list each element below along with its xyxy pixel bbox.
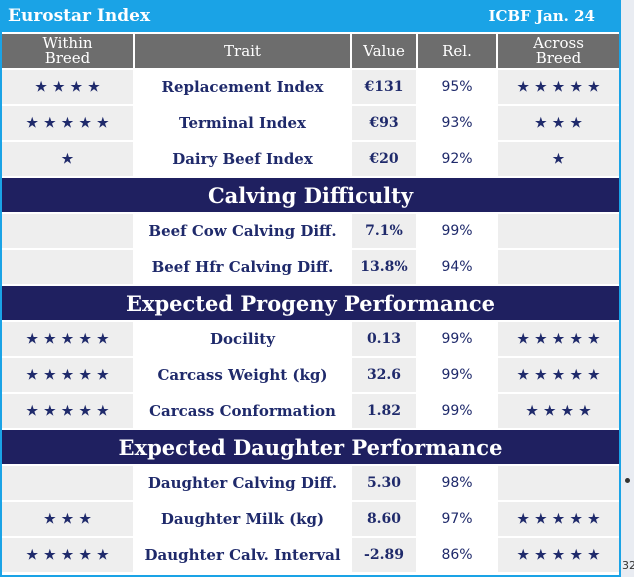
within-breed-stars: ★ bbox=[2, 142, 133, 176]
within-breed-stars bbox=[2, 214, 133, 248]
trait-name: Daughter Calving Diff. bbox=[135, 466, 350, 500]
header-value: Value bbox=[352, 34, 416, 68]
table-row: ★★★★★ Carcass Conformation 1.82 99% ★★★★ bbox=[2, 394, 619, 428]
trait-value: 7.1% bbox=[352, 214, 416, 248]
reliability: 94% bbox=[418, 250, 496, 284]
across-breed-stars: ★★★★ bbox=[498, 394, 619, 428]
trait-name: Beef Cow Calving Diff. bbox=[135, 214, 350, 248]
across-breed-stars: ★ bbox=[498, 142, 619, 176]
source-date: ICBF Jan. 24 bbox=[488, 7, 595, 25]
title-bar: Eurostar Index ICBF Jan. 24 bbox=[2, 2, 619, 32]
across-breed-stars bbox=[498, 250, 619, 284]
across-breed-stars: ★★★★★ bbox=[498, 502, 619, 536]
trait-name: Replacement Index bbox=[135, 70, 350, 104]
table-row: ★★★★★ Daughter Calv. Interval -2.89 86% ★★★★… bbox=[2, 538, 619, 572]
trait-value: €20 bbox=[352, 142, 416, 176]
within-breed-stars: ★★★ bbox=[2, 502, 133, 536]
header-within-breed: Within Breed bbox=[2, 34, 133, 68]
trait-value: €131 bbox=[352, 70, 416, 104]
trait-value: €93 bbox=[352, 106, 416, 140]
trait-value: -2.89 bbox=[352, 538, 416, 572]
across-breed-stars: ★★★★★ bbox=[498, 538, 619, 572]
trait-value: 13.8% bbox=[352, 250, 416, 284]
within-breed-stars bbox=[2, 466, 133, 500]
table-row: ★★★★★ Terminal Index €93 93% ★★★ bbox=[2, 106, 619, 140]
edge-dot bbox=[625, 478, 630, 483]
header-across-breed: Across Breed bbox=[498, 34, 619, 68]
trait-value: 1.82 bbox=[352, 394, 416, 428]
trait-name: Carcass Weight (kg) bbox=[135, 358, 350, 392]
reliability: 86% bbox=[418, 538, 496, 572]
table-row: Daughter Calving Diff. 5.30 98% bbox=[2, 466, 619, 500]
within-breed-stars: ★★★★ bbox=[2, 70, 133, 104]
within-breed-stars: ★★★★★ bbox=[2, 106, 133, 140]
trait-value: 5.30 bbox=[352, 466, 416, 500]
within-breed-stars: ★★★★★ bbox=[2, 394, 133, 428]
trait-value: 8.60 bbox=[352, 502, 416, 536]
edge-text: 32 bbox=[622, 559, 634, 572]
reliability: 97% bbox=[418, 502, 496, 536]
across-breed-stars: ★★★★★ bbox=[498, 322, 619, 356]
trait-name: Dairy Beef Index bbox=[135, 142, 350, 176]
trait-name: Terminal Index bbox=[135, 106, 350, 140]
across-breed-stars: ★★★★★ bbox=[498, 358, 619, 392]
column-header-row: Within Breed Trait Value Rel. Across Bre… bbox=[2, 34, 619, 68]
reliability: 95% bbox=[418, 70, 496, 104]
reliability: 99% bbox=[418, 322, 496, 356]
table-row: ★ Dairy Beef Index €20 92% ★ bbox=[2, 142, 619, 176]
table-row: Beef Cow Calving Diff. 7.1% 99% bbox=[2, 214, 619, 248]
reliability: 99% bbox=[418, 214, 496, 248]
table-row: Beef Hfr Calving Diff. 13.8% 94% bbox=[2, 250, 619, 284]
reliability: 99% bbox=[418, 358, 496, 392]
header-trait: Trait bbox=[135, 34, 350, 68]
section-heading: Expected Progeny Performance bbox=[2, 286, 619, 320]
trait-name: Carcass Conformation bbox=[135, 394, 350, 428]
within-breed-stars: ★★★★★ bbox=[2, 358, 133, 392]
across-breed-stars bbox=[498, 466, 619, 500]
table-row: ★★★★★ Docility 0.13 99% ★★★★★ bbox=[2, 322, 619, 356]
across-breed-stars bbox=[498, 214, 619, 248]
table-row: ★★★★ Replacement Index €131 95% ★★★★★ bbox=[2, 70, 619, 104]
trait-value: 0.13 bbox=[352, 322, 416, 356]
within-breed-stars: ★★★★★ bbox=[2, 322, 133, 356]
table-row: ★★★ Daughter Milk (kg) 8.60 97% ★★★★★ bbox=[2, 502, 619, 536]
within-breed-stars bbox=[2, 250, 133, 284]
reliability: 93% bbox=[418, 106, 496, 140]
reliability: 99% bbox=[418, 394, 496, 428]
section-heading: Calving Difficulty bbox=[2, 178, 619, 212]
reliability: 98% bbox=[418, 466, 496, 500]
eurostar-index-card: Eurostar Index ICBF Jan. 24 Within Breed… bbox=[0, 0, 621, 577]
across-breed-stars: ★★★ bbox=[498, 106, 619, 140]
trait-name: Daughter Calv. Interval bbox=[135, 538, 350, 572]
header-rel: Rel. bbox=[418, 34, 496, 68]
section-heading: Expected Daughter Performance bbox=[2, 430, 619, 464]
within-breed-stars: ★★★★★ bbox=[2, 538, 133, 572]
trait-value: 32.6 bbox=[352, 358, 416, 392]
trait-name: Daughter Milk (kg) bbox=[135, 502, 350, 536]
trait-name: Beef Hfr Calving Diff. bbox=[135, 250, 350, 284]
table-row: ★★★★★ Carcass Weight (kg) 32.6 99% ★★★★★ bbox=[2, 358, 619, 392]
index-title: Eurostar Index bbox=[8, 6, 151, 26]
across-breed-stars: ★★★★★ bbox=[498, 70, 619, 104]
reliability: 92% bbox=[418, 142, 496, 176]
trait-name: Docility bbox=[135, 322, 350, 356]
